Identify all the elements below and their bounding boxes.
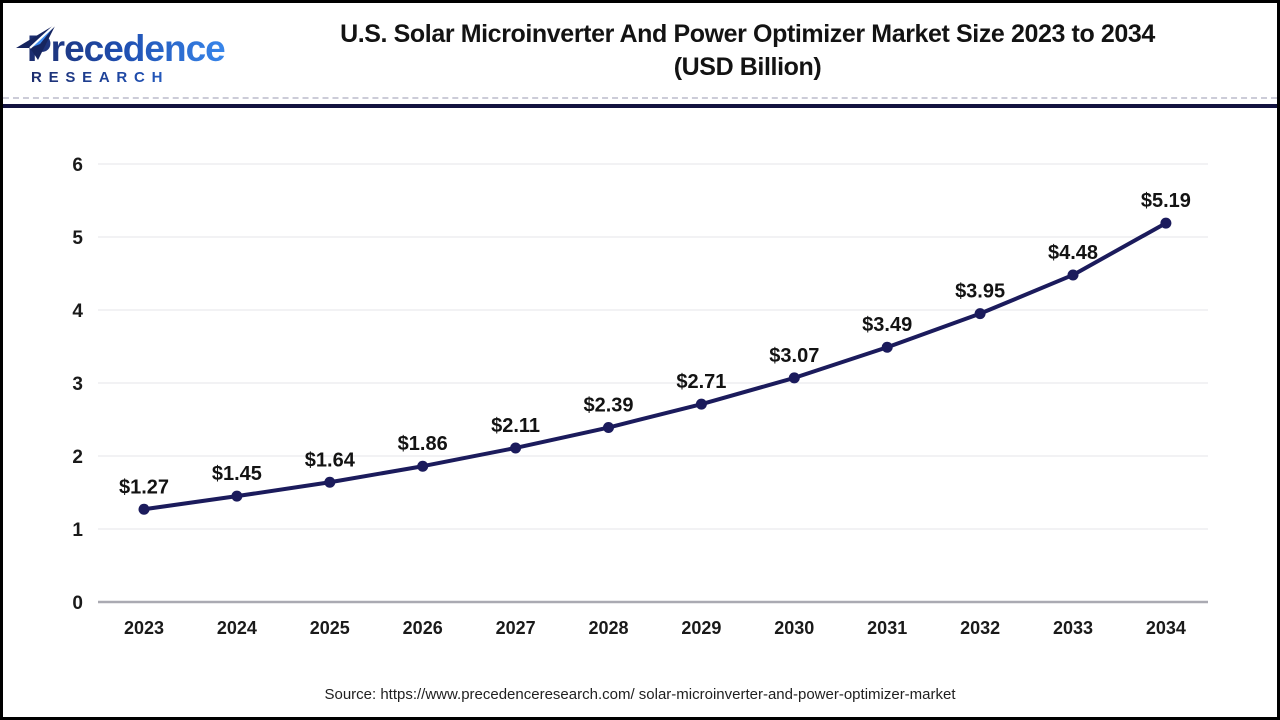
x-axis-label: 2032 (960, 618, 1000, 638)
data-point-label: $1.64 (305, 449, 356, 471)
chart-title-line2: (USD Billion) (673, 52, 822, 81)
precedence-research-logo: Precedence RESEARCH (3, 15, 238, 86)
header: Precedence RESEARCH U.S. Solar Microinve… (3, 3, 1277, 97)
x-axis-label: 2029 (681, 618, 721, 638)
chart-title-line1: U.S. Solar Microinverter And Power Optim… (340, 19, 1155, 48)
x-axis-label: 2027 (496, 618, 536, 638)
x-axis-label: 2024 (217, 618, 257, 638)
data-point (138, 503, 150, 515)
brand-name: Precedence (27, 28, 238, 69)
data-point-label: $1.86 (398, 433, 448, 455)
y-axis-label: 2 (72, 447, 83, 468)
x-axis-label: 2033 (1053, 618, 1093, 638)
y-axis-label: 0 (72, 593, 83, 614)
data-point (417, 460, 429, 472)
data-point-label: $1.45 (212, 463, 262, 485)
x-axis-label: 2028 (588, 618, 628, 638)
x-axis-label: 2030 (774, 618, 814, 638)
x-axis-label: 2031 (867, 618, 907, 638)
data-point-label: $5.19 (1141, 190, 1191, 212)
data-point (510, 442, 522, 454)
y-axis-label: 4 (72, 301, 83, 322)
data-point-label: $2.11 (491, 415, 540, 437)
data-point-label: $2.71 (676, 371, 726, 393)
y-axis-label: 1 (72, 520, 83, 541)
data-point (788, 372, 800, 384)
x-axis-label: 2023 (124, 618, 164, 638)
x-axis-label: 2034 (1146, 618, 1186, 638)
market-size-line-chart: 0 1 2 3 4 5 6 2023 2024 2025 2026 2027 2028 2029 2030 2… (72, 155, 1208, 638)
data-point-label: $1.27 (119, 476, 169, 498)
chart-area: 0 1 2 3 4 5 6 2023 2024 2025 2026 2027 2028 2029 2030 2… (3, 108, 1277, 717)
dashed-separator (3, 97, 1277, 99)
y-axis-label: 5 (72, 228, 83, 249)
chart-title: U.S. Solar Microinverter And Power Optim… (238, 18, 1277, 83)
data-point-label: $4.48 (1048, 242, 1098, 264)
data-point (231, 490, 243, 502)
data-point-label: $3.07 (769, 345, 819, 367)
y-axis-label: 3 (72, 374, 83, 395)
data-point (1160, 217, 1172, 229)
paper-plane-icon (16, 22, 57, 60)
data-point (603, 422, 614, 434)
brand-subtitle: RESEARCH (31, 69, 238, 86)
data-point (1067, 269, 1079, 281)
data-point-label: $3.95 (955, 281, 1005, 303)
navy-separator (3, 104, 1277, 108)
x-axis-label: 2026 (403, 618, 443, 638)
x-axis-label: 2025 (310, 618, 350, 638)
data-point-label: $3.49 (862, 314, 912, 336)
series-line (142, 221, 1168, 512)
data-point (974, 308, 986, 320)
y-axis-label: 6 (72, 155, 83, 176)
source-attribution: Source: https://www.precedenceresearch.c… (324, 686, 956, 703)
data-point (881, 341, 893, 353)
data-point (695, 398, 707, 410)
data-point (324, 476, 336, 488)
data-point-label: $2.39 (583, 395, 633, 417)
